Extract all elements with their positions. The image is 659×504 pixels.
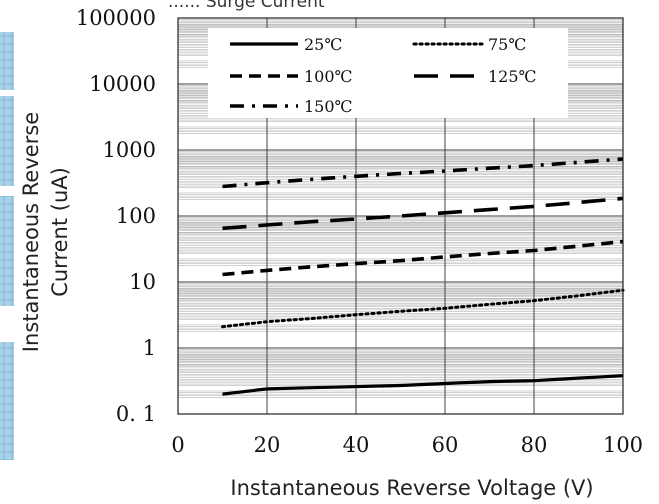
legend-label: 75℃ (488, 35, 526, 54)
y-tick-label: 100 (116, 204, 156, 228)
y-tick-label: 100000 (76, 6, 156, 30)
tick-labels: 0. 1 1 10 100 1000 10000 100000 0 20 40 60 80 100 (76, 6, 643, 457)
y-axis-title-line2: Current (uA) (48, 167, 72, 297)
series-line-4 (222, 157, 624, 189)
side-tab-decoration (0, 96, 14, 186)
y-tick-label: 10000 (89, 72, 156, 96)
series-line-3 (222, 196, 624, 231)
side-tab-decoration (0, 342, 14, 460)
y-tick-label: 1000 (103, 138, 156, 162)
series-line-0 (222, 374, 624, 396)
legend-label: 100℃ (304, 67, 352, 86)
legend-label: 125℃ (488, 67, 536, 86)
y-axis-title-line1: Instantaneous Reverse (19, 112, 43, 352)
plot-frame (177, 17, 624, 415)
y-tick-label: 0. 1 (116, 402, 156, 426)
side-tab-decoration (0, 32, 14, 90)
x-tick-label: 0 (171, 433, 184, 457)
x-tick-label: 40 (343, 433, 370, 457)
series-line-2 (222, 239, 624, 277)
x-tick-label: 60 (432, 433, 459, 457)
legend-label: 25℃ (304, 35, 342, 54)
x-tick-label: 20 (254, 433, 281, 457)
x-tick-label: 80 (521, 433, 548, 457)
y-tick-label: 10 (129, 270, 156, 294)
side-tab-decoration (0, 196, 14, 306)
chart-title: ...... Surge Current (168, 0, 325, 12)
y-tick-label: 1 (143, 336, 156, 360)
x-tick-label: 100 (603, 433, 643, 457)
x-axis-title: Instantaneous Reverse Voltage (V) (230, 476, 593, 500)
legend-label: 150℃ (304, 97, 352, 116)
series-line-1 (221, 288, 625, 329)
series-layer (221, 157, 625, 396)
legend: 25℃ 75℃ 100℃ 125℃ 150℃ (208, 28, 568, 118)
